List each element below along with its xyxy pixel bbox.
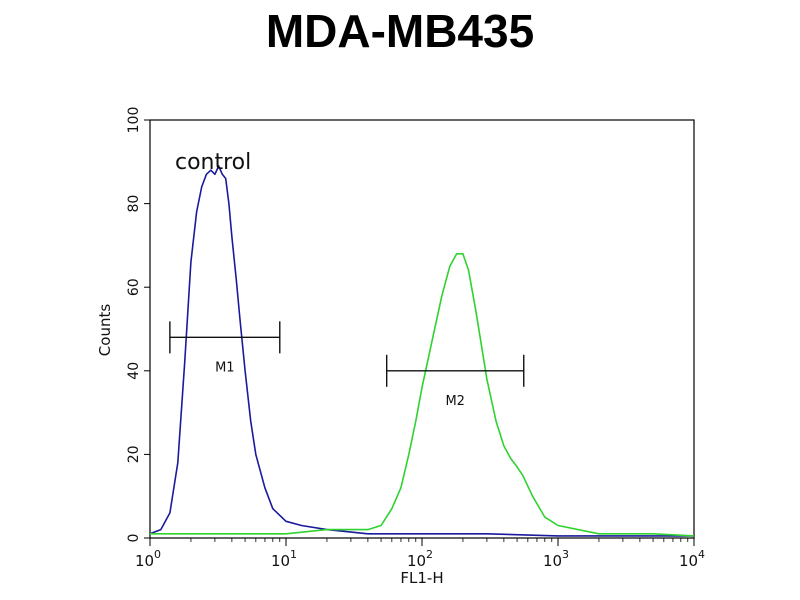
marker-label: M2 (445, 394, 465, 409)
x-tick-base: 10 (135, 552, 154, 570)
x-tick-label: 104 (679, 548, 705, 570)
x-tick-exponent: 0 (154, 548, 161, 561)
y-axis-ticks: 0 20 40 60 80 100 (126, 107, 150, 543)
x-tick-label: 101 (271, 548, 297, 570)
y-axis-label: Counts (96, 304, 114, 357)
x-tick-exponent: 1 (290, 548, 297, 561)
x-tick-base: 10 (679, 552, 698, 570)
marker-layer: M1 M2 (169, 321, 525, 409)
series-layer (149, 165, 695, 537)
y-tick-label: 0 (126, 534, 142, 543)
histogram-series-2 (150, 253, 695, 537)
control-annotation: control (175, 150, 251, 175)
x-tick-base: 10 (543, 552, 562, 570)
plot-frame (149, 119, 695, 539)
marker-label: M1 (215, 360, 235, 375)
x-axis-ticks: 100 101 102 103 104 (135, 538, 705, 570)
x-tick-label: 102 (407, 548, 433, 570)
x-tick-label: 100 (135, 548, 161, 570)
chart-title: MDA-MB435 (265, 5, 535, 57)
y-tick-label: 60 (126, 278, 142, 296)
histogram-series-1 (149, 165, 694, 537)
x-tick-base: 10 (407, 552, 426, 570)
y-tick-label: 80 (126, 195, 142, 213)
x-tick-exponent: 4 (698, 548, 705, 561)
x-tick-label: 103 (543, 548, 569, 570)
x-tick-base: 10 (271, 552, 290, 570)
x-tick-exponent: 2 (426, 548, 433, 561)
y-tick-label: 100 (126, 107, 142, 134)
y-tick-label: 20 (126, 445, 142, 463)
x-axis-label: FL1-H (400, 569, 443, 587)
y-tick-label: 40 (126, 362, 142, 380)
x-tick-exponent: 3 (562, 548, 569, 561)
